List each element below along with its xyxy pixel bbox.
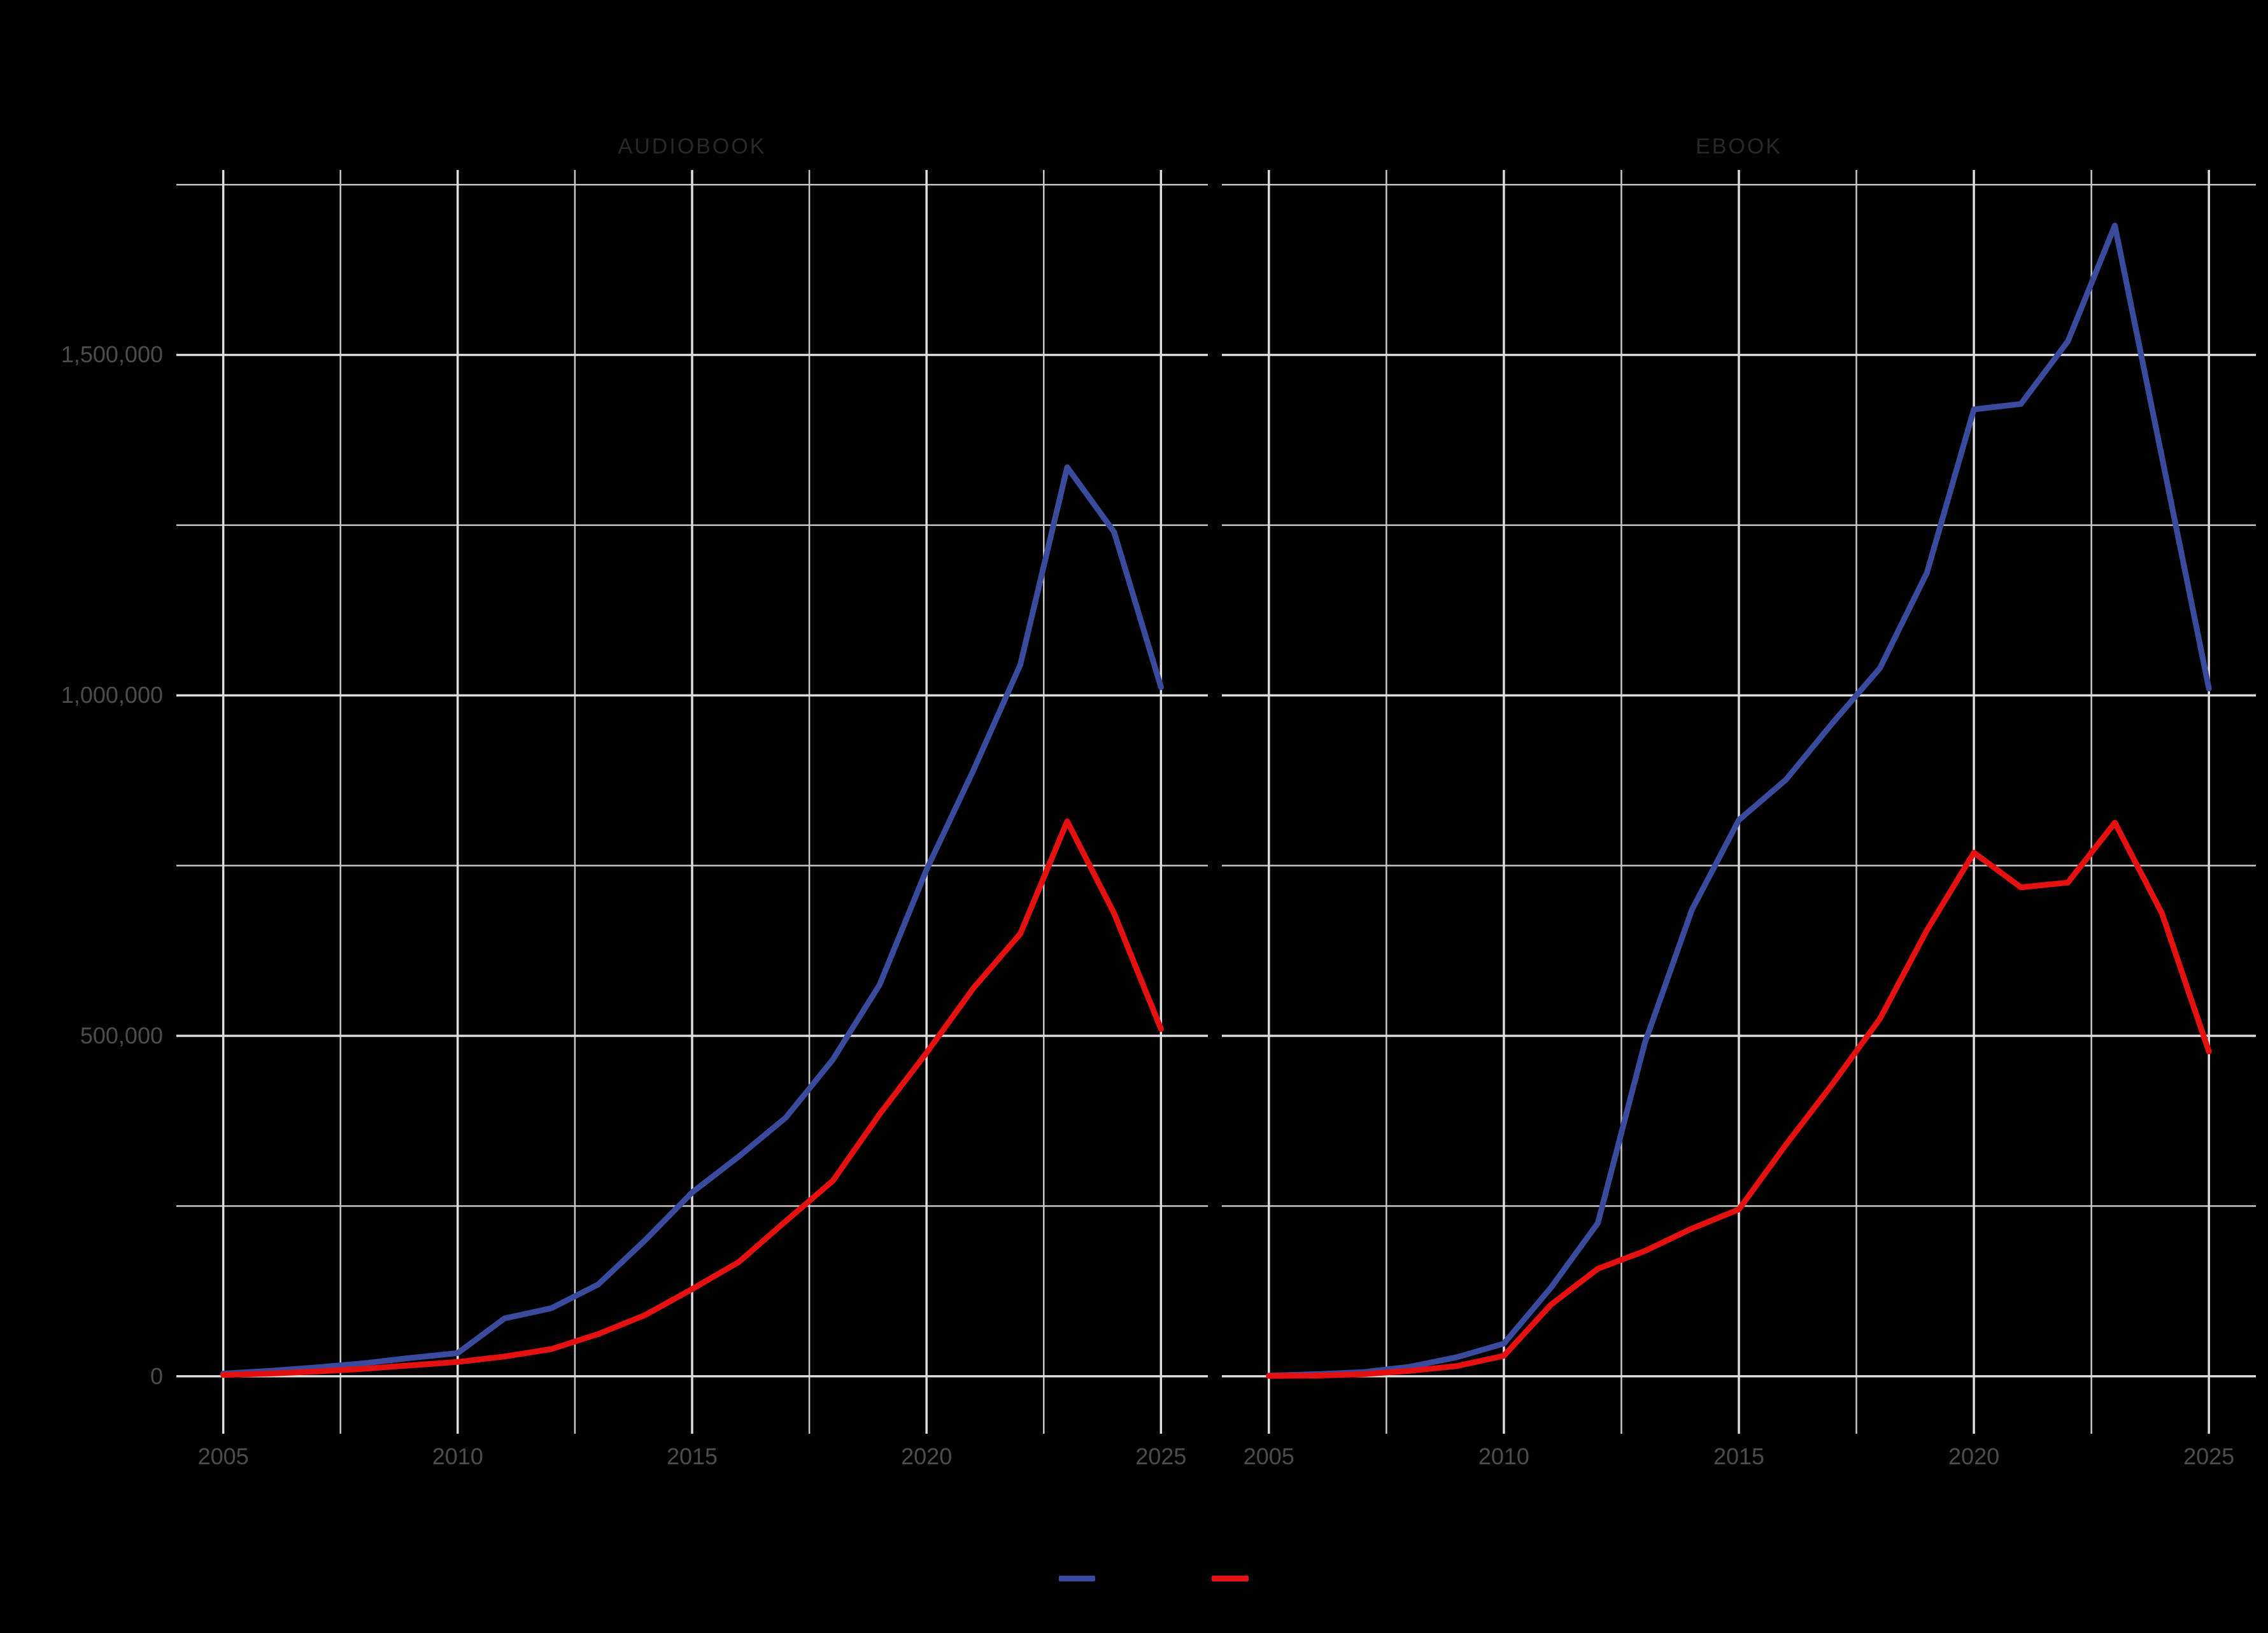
x-axis-tick-label: 2025	[1135, 1443, 1187, 1469]
x-axis-tick-label: 2010	[432, 1443, 483, 1469]
y-axis-tick-label: 500,000	[80, 1022, 163, 1049]
x-axis-tick-label: 2005	[197, 1443, 249, 1469]
legend-swatch-blue	[1059, 1576, 1095, 1581]
x-axis-tick-label: 2015	[1713, 1443, 1765, 1469]
x-axis-tick-label: 2015	[666, 1443, 718, 1469]
legend-swatch-red	[1212, 1576, 1249, 1581]
y-axis-tick-label: 0	[150, 1362, 163, 1389]
x-axis-tick-label: 2020	[901, 1443, 953, 1469]
x-axis-tick-label: 2010	[1478, 1443, 1529, 1469]
x-axis-tick-label: 2005	[1243, 1443, 1294, 1469]
y-axis-tick-label: 1,500,000	[60, 341, 163, 368]
y-axis-tick-label: 1,000,000	[60, 682, 163, 709]
x-axis-tick-label: 2025	[2183, 1443, 2235, 1469]
facet-title-ebook: EBOOK	[1696, 134, 1782, 159]
x-axis-tick-label: 2020	[1948, 1443, 2000, 1469]
facet-title-audiobook: AUDIOBOOK	[618, 134, 767, 159]
